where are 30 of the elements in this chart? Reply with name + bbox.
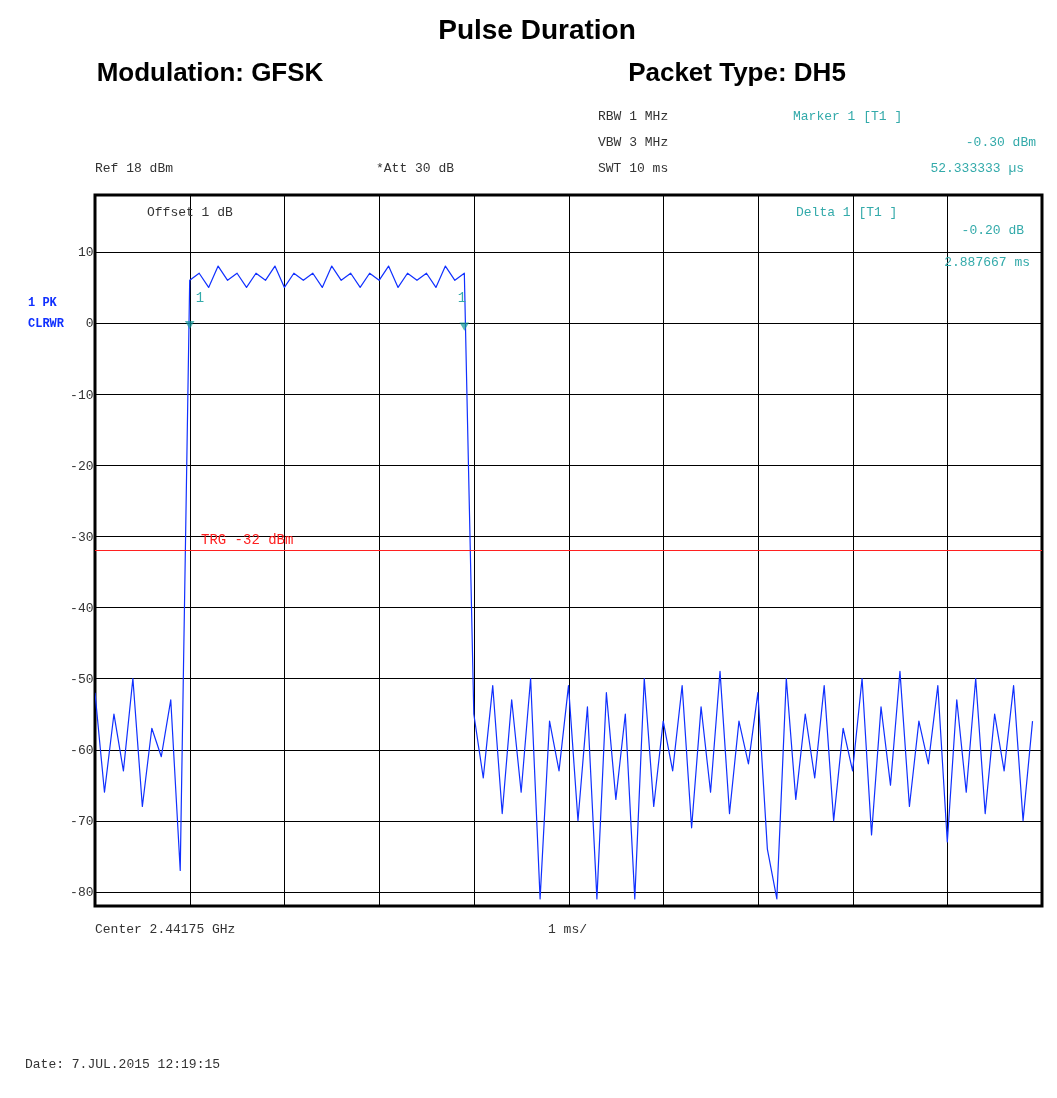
text: Modulation: GFSK: [96, 57, 324, 87]
y-tick-label: 10: [77, 245, 94, 261]
annotation: Delta 1 [T1 ]: [796, 205, 898, 220]
text: SWT 10 ms: [598, 161, 669, 176]
y-tick-label: -30: [70, 529, 94, 545]
y-tick-label: -80: [70, 885, 94, 901]
text: CLRWR: [28, 317, 65, 331]
annotation: -0.20 dB: [961, 223, 1025, 238]
text: *Att 30 dB: [376, 161, 455, 176]
text: Center 2.44175 GHz: [95, 922, 236, 937]
chart-title: Pulse Duration: [438, 14, 636, 45]
text: Marker 1 [T1 ]: [793, 109, 903, 124]
y-tick-label: -50: [70, 671, 94, 687]
line-series: [95, 265, 1034, 900]
text: RBW 1 MHz: [598, 109, 669, 124]
text: 1 ms/: [548, 922, 588, 937]
text: -0.30 dBm: [965, 135, 1037, 150]
text: 52.333333 µs: [930, 161, 1024, 176]
y-tick-label: -20: [70, 458, 94, 474]
y-tick-label: -10: [70, 387, 94, 403]
text: VBW 3 MHz: [598, 135, 669, 150]
y-tick-label: 0: [85, 316, 94, 332]
text: Date: 7.JUL.2015 12:19:15: [25, 1057, 221, 1072]
text: 1 PK: [28, 296, 58, 310]
y-tick-label: -60: [70, 743, 94, 759]
text: Ref 18 dBm: [95, 161, 174, 176]
y-tick-label: -70: [70, 814, 94, 830]
annotation: 1: [195, 290, 205, 306]
y-tick-label: -40: [70, 600, 94, 616]
text: Packet Type: DH5: [628, 57, 846, 87]
